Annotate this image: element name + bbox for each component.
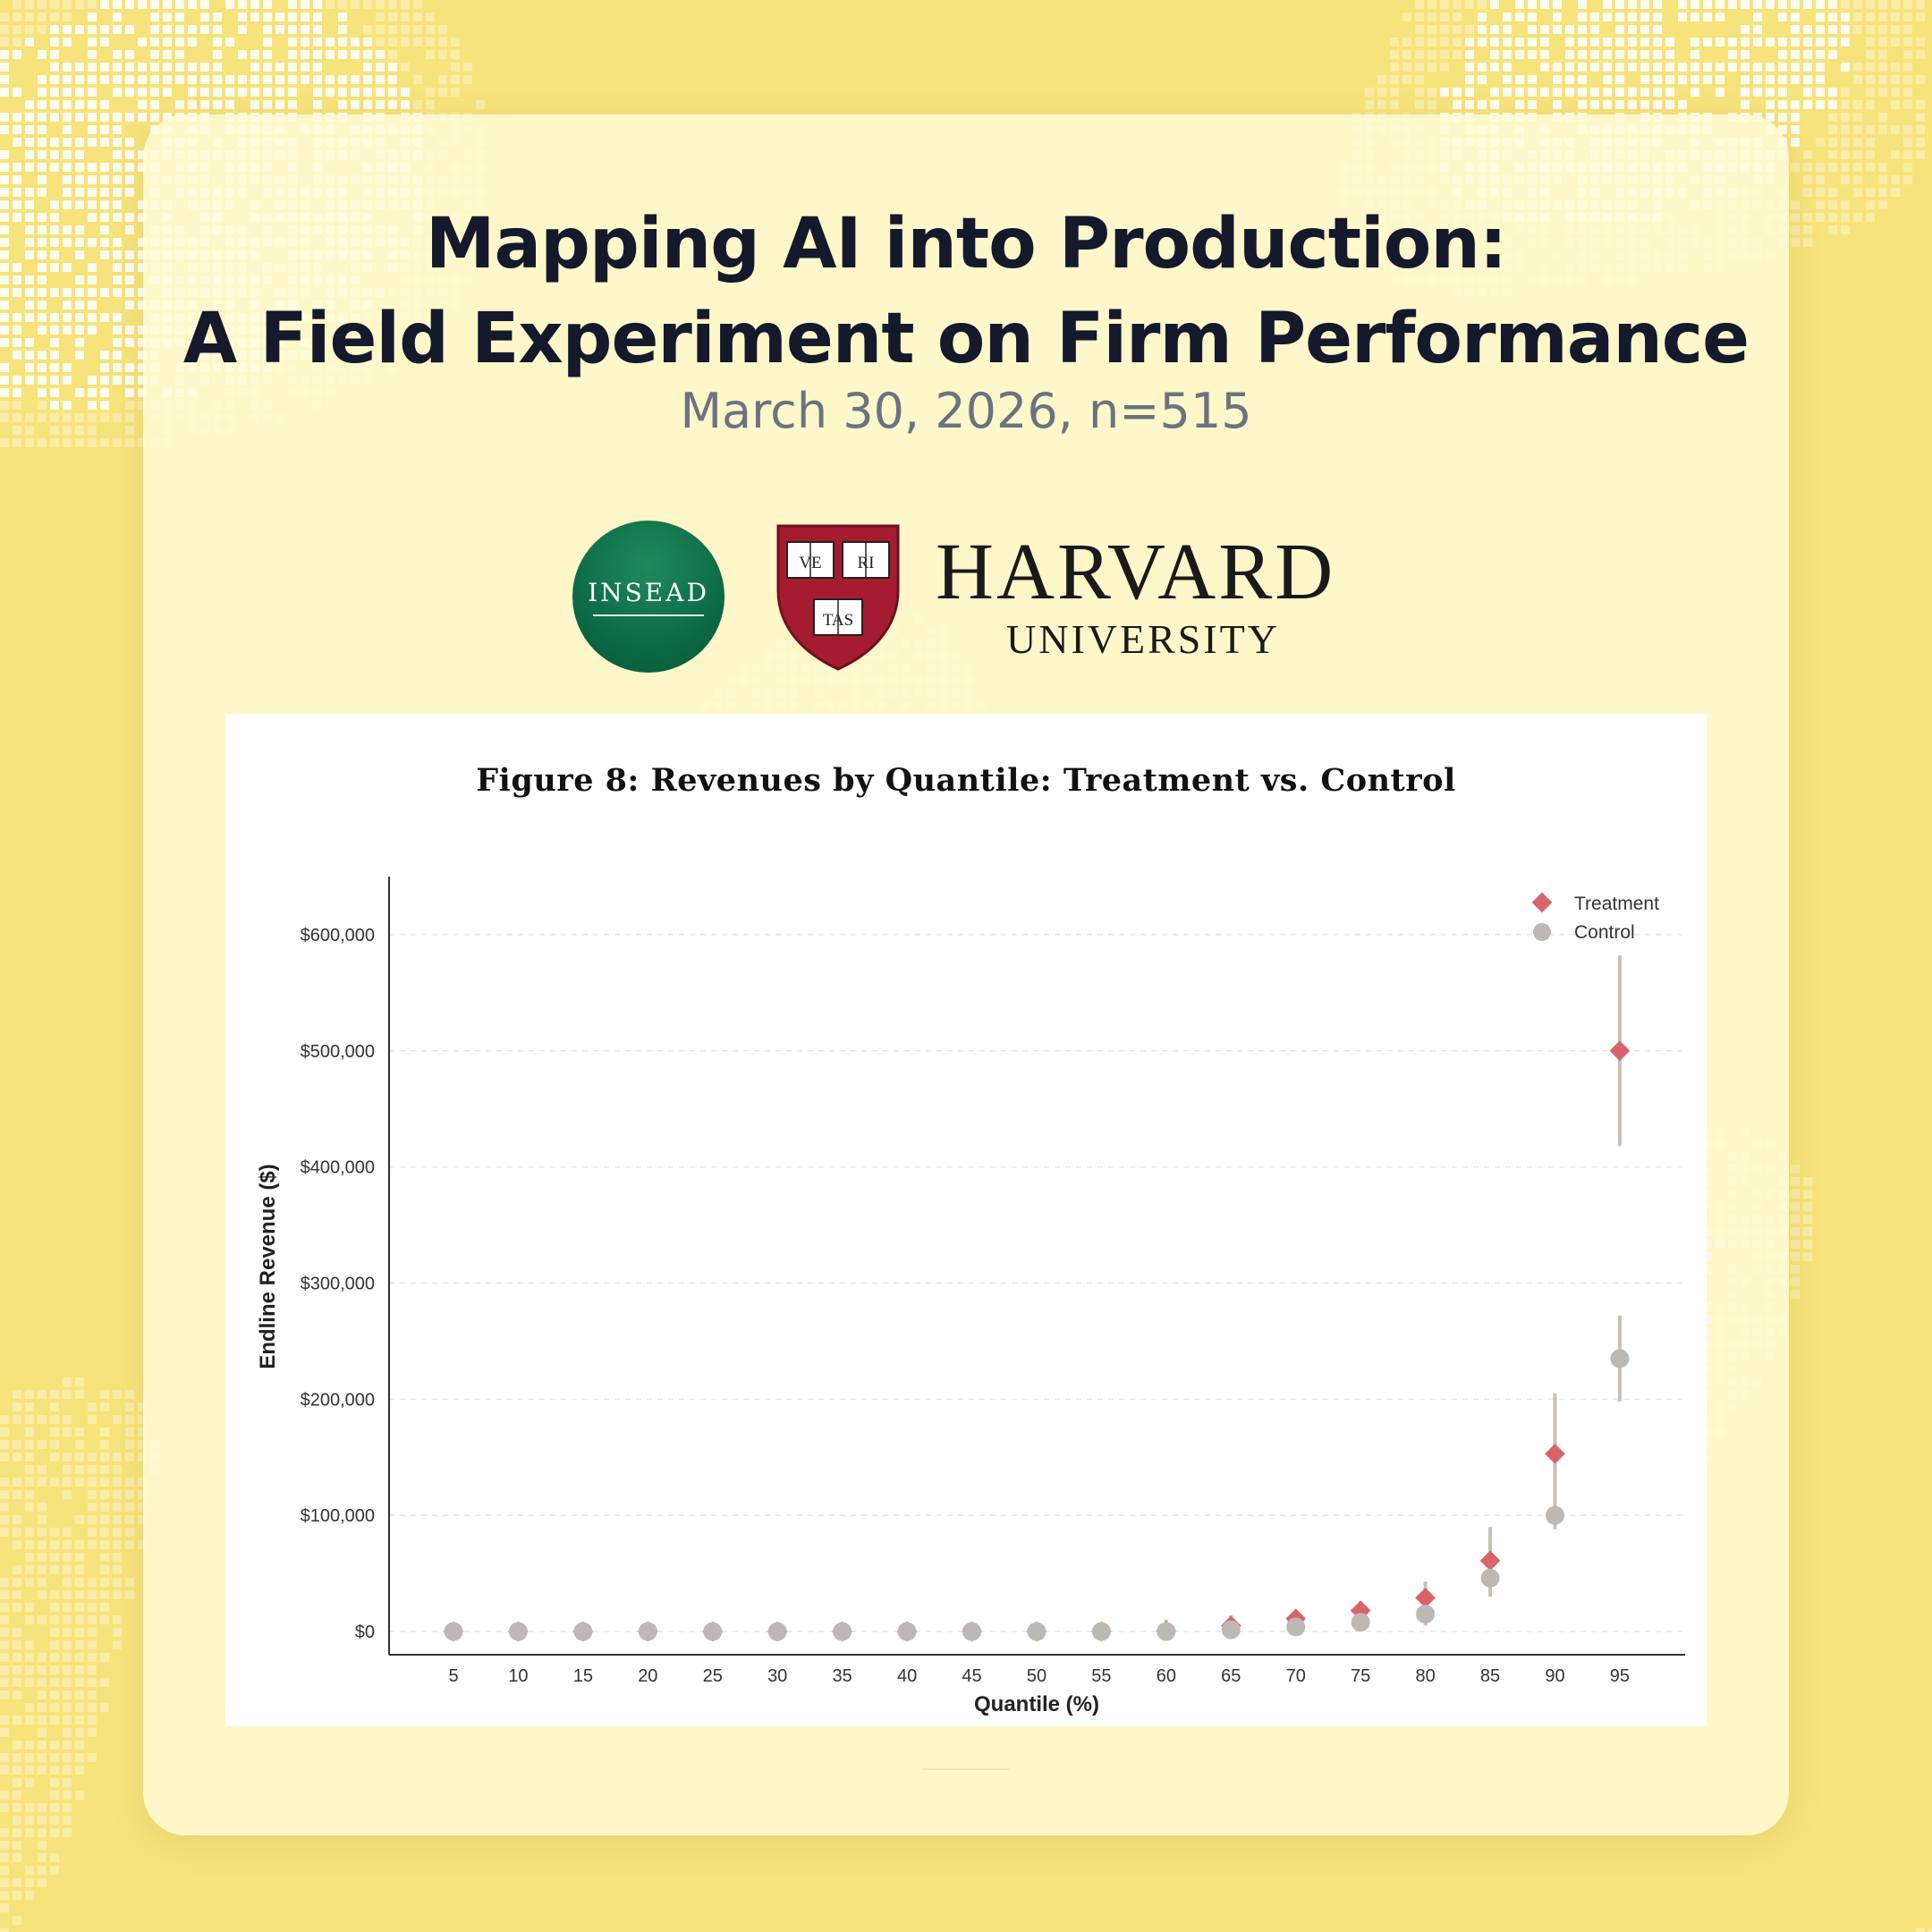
x-tick-label: 75	[1351, 1666, 1370, 1686]
treatment-point	[1609, 1040, 1631, 1062]
y-tick-labels: $0 $100,000 $200,000 $300,000 $400,000 $500,0…	[301, 926, 375, 1642]
control-point	[1545, 1505, 1564, 1525]
y-axis-label: Endline Revenue ($)	[256, 1164, 280, 1368]
control-point	[444, 1622, 463, 1641]
x-tick-label: 55	[1091, 1666, 1111, 1686]
x-tick-label: 90	[1545, 1666, 1564, 1686]
control-point	[703, 1622, 723, 1641]
page-title-line-1: Mapping AI into Production:	[425, 204, 1507, 284]
figure-panel: Figure 8: Revenues by Quantile: Treatmen…	[225, 714, 1707, 1726]
insead-logo: INSEAD	[572, 521, 724, 673]
control-point	[1480, 1568, 1500, 1588]
control-point	[833, 1622, 852, 1641]
x-tick-labels: 5 10 15 20 25 30 35 40 45 50 55 60 65 70 75 80 85 90 95	[448, 1666, 1630, 1686]
legend-control-marker	[1533, 923, 1551, 941]
control-series	[444, 1349, 1630, 1641]
x-tick-label: 40	[897, 1666, 917, 1686]
harvard-university-wordmark: UNIVERSITY	[1006, 616, 1280, 662]
y-tick-label: $0	[355, 1623, 375, 1642]
error-bars	[1099, 955, 1622, 1632]
chart-title: Figure 8: Revenues by Quantile: Treatmen…	[476, 762, 1456, 799]
shield-book-1: VE	[786, 541, 835, 579]
x-tick-label: 10	[508, 1666, 528, 1686]
control-point	[1416, 1605, 1436, 1624]
x-tick-label: 60	[1157, 1666, 1176, 1686]
y-tick-label: $200,000	[301, 1390, 375, 1410]
x-tick-label: 35	[833, 1666, 852, 1686]
control-point	[962, 1622, 982, 1641]
x-tick-label: 50	[1027, 1666, 1046, 1686]
page-subtitle: March 30, 2026, n=515	[680, 383, 1252, 439]
insead-logo-text: INSEAD	[588, 577, 709, 607]
shield-book-2-text: RI	[858, 554, 875, 572]
control-point	[1157, 1622, 1176, 1641]
legend-treatment-label: Treatment	[1574, 894, 1659, 914]
x-tick-label: 85	[1480, 1666, 1500, 1686]
insead-logo-rule	[593, 614, 704, 616]
harvard-shield-icon: VE RI TAS	[776, 524, 900, 671]
chart-plot: $0 $100,000 $200,000 $300,000 $400,000 $500,0…	[256, 877, 1685, 1716]
control-point	[508, 1622, 528, 1641]
treatment-point	[1545, 1444, 1565, 1464]
control-point	[897, 1622, 917, 1641]
treatment-point	[1479, 1550, 1501, 1572]
treatment-point	[1415, 1588, 1436, 1608]
control-point	[1610, 1349, 1630, 1368]
x-tick-label: 80	[1415, 1666, 1435, 1686]
x-tick-label: 5	[448, 1666, 458, 1686]
y-tick-label: $100,000	[301, 1506, 375, 1526]
legend-treatment-marker	[1531, 892, 1553, 913]
control-point	[1091, 1622, 1111, 1641]
treatment-series	[443, 1040, 1631, 1642]
x-tick-label: 95	[1610, 1666, 1630, 1686]
control-point	[1027, 1622, 1046, 1641]
control-point	[638, 1622, 657, 1641]
y-tick-label: $300,000	[301, 1274, 375, 1293]
control-point	[767, 1622, 787, 1641]
y-tick-label: $500,000	[301, 1042, 375, 1062]
y-tick-label: $400,000	[301, 1158, 375, 1178]
x-tick-label: 70	[1286, 1666, 1306, 1686]
x-tick-label: 15	[573, 1666, 593, 1686]
x-tick-label: 45	[962, 1666, 981, 1686]
x-tick-label: 25	[703, 1666, 723, 1686]
control-point	[573, 1622, 593, 1641]
control-point	[1221, 1620, 1241, 1640]
page-title: Mapping AI into Production: A Field Expe…	[0, 197, 1932, 386]
footer-divider	[923, 1768, 1009, 1770]
control-point	[1351, 1613, 1370, 1632]
legend-control-label: Control	[1574, 922, 1635, 943]
page-title-line-2: A Field Experiment on Firm Performance	[182, 299, 1750, 379]
harvard-wordmark: HARVARD	[936, 528, 1336, 616]
x-axis-label: Quantile (%)	[974, 1692, 1099, 1716]
x-tick-label: 20	[638, 1666, 657, 1686]
y-tick-label: $600,000	[301, 926, 375, 945]
shield-book-1-text: VE	[799, 554, 821, 572]
shield-book-2: RI	[842, 541, 890, 579]
shield-book-3: TAS	[813, 598, 863, 636]
control-point	[1286, 1617, 1306, 1637]
x-tick-label: 30	[767, 1666, 787, 1686]
x-tick-label: 65	[1221, 1666, 1241, 1686]
shield-book-3-text: TAS	[823, 611, 853, 630]
legend: Treatment Control	[1531, 892, 1659, 943]
